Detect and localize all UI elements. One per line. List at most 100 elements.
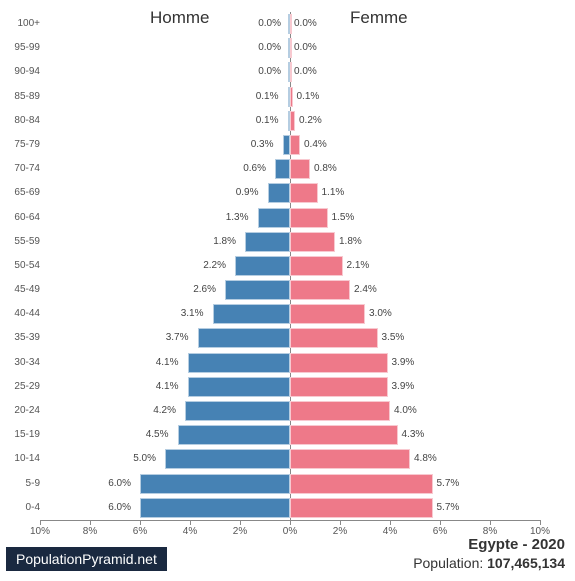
- x-tick-mark: [390, 520, 391, 525]
- female-pct: 0.4%: [304, 139, 327, 150]
- female-pct: 3.9%: [392, 357, 415, 368]
- female-pct: 1.8%: [339, 236, 362, 247]
- female-pct: 4.3%: [402, 429, 425, 440]
- male-bar: [178, 425, 291, 445]
- male-pct: 4.1%: [156, 381, 179, 392]
- female-bar: [290, 449, 410, 469]
- age-label: 50-54: [0, 260, 40, 271]
- x-tick-label: 2%: [333, 526, 347, 537]
- female-bar: [290, 62, 292, 82]
- x-tick-mark: [40, 520, 41, 525]
- pyramid-row: 80-840.1%0.2%: [0, 109, 575, 133]
- male-bar: [235, 256, 290, 276]
- x-tick-mark: [340, 520, 341, 525]
- male-pct: 0.3%: [251, 139, 274, 150]
- female-bar: [290, 135, 300, 155]
- population-value: 107,465,134: [487, 555, 565, 571]
- female-bar: [290, 111, 295, 131]
- female-pct: 0.8%: [314, 163, 337, 174]
- age-label: 60-64: [0, 212, 40, 223]
- male-pct: 1.3%: [226, 212, 249, 223]
- male-pct: 5.0%: [133, 453, 156, 464]
- age-label: 85-89: [0, 91, 40, 102]
- pyramid-row: 85-890.1%0.1%: [0, 85, 575, 109]
- male-pct: 6.0%: [108, 502, 131, 513]
- female-bar: [290, 474, 433, 494]
- pyramid-row: 0-4 6.0% 5.7%: [0, 496, 575, 520]
- female-pct: 0.1%: [297, 91, 320, 102]
- male-pct: 0.0%: [258, 42, 281, 53]
- male-pct: 6.0%: [108, 478, 131, 489]
- male-pct: 0.6%: [243, 163, 266, 174]
- female-pct: 3.9%: [392, 381, 415, 392]
- x-tick-label: 4%: [183, 526, 197, 537]
- age-label: 20-24: [0, 405, 40, 416]
- male-pct: 0.0%: [258, 18, 281, 29]
- x-tick-label: 6%: [133, 526, 147, 537]
- male-pct: 4.2%: [153, 405, 176, 416]
- age-label: 55-59: [0, 236, 40, 247]
- age-label: 45-49: [0, 284, 40, 295]
- male-bar: [140, 474, 290, 494]
- male-pct: 2.6%: [193, 284, 216, 295]
- age-label: 5-9: [0, 478, 40, 489]
- x-tick-label: 10%: [30, 526, 50, 537]
- age-label: 10-14: [0, 453, 40, 464]
- female-bar: [290, 14, 292, 34]
- population-prefix: Population:: [413, 555, 487, 571]
- female-bar: [290, 38, 292, 58]
- pyramid-row: 5-9 6.0% 5.7%: [0, 472, 575, 496]
- x-tick-mark: [440, 520, 441, 525]
- age-label: 75-79: [0, 139, 40, 150]
- pyramid-row: 70-74 0.6% 0.8%: [0, 157, 575, 181]
- x-tick-label: 4%: [383, 526, 397, 537]
- female-bar: [290, 377, 388, 397]
- female-bar: [290, 256, 343, 276]
- age-label: 70-74: [0, 163, 40, 174]
- female-pct: 4.0%: [394, 405, 417, 416]
- female-bar: [290, 232, 335, 252]
- x-tick-mark: [90, 520, 91, 525]
- x-tick-label: 2%: [233, 526, 247, 537]
- x-tick-label: 6%: [433, 526, 447, 537]
- age-label: 0-4: [0, 502, 40, 513]
- male-pct: 1.8%: [213, 236, 236, 247]
- age-label: 25-29: [0, 381, 40, 392]
- male-pct: 3.7%: [166, 332, 189, 343]
- pyramid-row: 20-24 4.2% 4.0%: [0, 399, 575, 423]
- male-bar: [225, 280, 290, 300]
- female-pct: 0.0%: [294, 42, 317, 53]
- male-bar: [245, 232, 290, 252]
- female-pct: 0.0%: [294, 66, 317, 77]
- pyramid-rows: 100+0.0%0.0%95-990.0%0.0%90-940.0%0.0%85…: [0, 12, 575, 520]
- female-bar: [290, 328, 378, 348]
- female-bar: [290, 498, 433, 518]
- pyramid-row: 15-194.5%4.3%: [0, 423, 575, 447]
- male-bar: [188, 377, 291, 397]
- male-bar: [275, 159, 290, 179]
- x-tick-label: 0%: [283, 526, 297, 537]
- female-pct: 4.8%: [414, 453, 437, 464]
- age-label: 100+: [0, 18, 40, 29]
- male-pct: 2.2%: [203, 260, 226, 271]
- male-pct: 0.0%: [258, 66, 281, 77]
- female-pct: 5.7%: [437, 502, 460, 513]
- country-year: Egypte - 2020: [468, 536, 565, 553]
- male-bar: [268, 183, 291, 203]
- pyramid-row: 95-990.0%0.0%: [0, 36, 575, 60]
- female-bar: [290, 304, 365, 324]
- male-pct: 3.1%: [181, 308, 204, 319]
- x-tick-mark: [140, 520, 141, 525]
- female-pct: 1.5%: [332, 212, 355, 223]
- female-pct: 2.1%: [347, 260, 370, 271]
- male-bar: [283, 135, 291, 155]
- x-tick-mark: [540, 520, 541, 525]
- pyramid-row: 45-492.6%2.4%: [0, 278, 575, 302]
- female-pct: 3.0%: [369, 308, 392, 319]
- male-pct: 0.9%: [236, 187, 259, 198]
- x-tick-mark: [240, 520, 241, 525]
- female-bar: [290, 159, 310, 179]
- male-pct: 4.1%: [156, 357, 179, 368]
- female-pct: 1.1%: [322, 187, 345, 198]
- female-pct: 5.7%: [437, 478, 460, 489]
